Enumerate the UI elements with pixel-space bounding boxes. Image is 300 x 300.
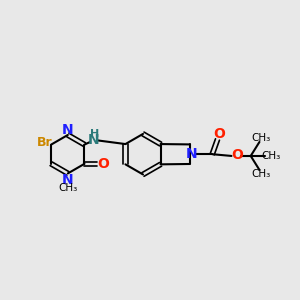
Text: O: O: [213, 127, 225, 141]
Text: H: H: [90, 129, 100, 139]
Text: N: N: [185, 147, 197, 161]
Text: Br: Br: [37, 136, 53, 149]
Text: O: O: [231, 148, 243, 162]
Text: CH₃: CH₃: [58, 183, 77, 193]
Text: N: N: [62, 173, 74, 187]
Text: CH₃: CH₃: [252, 133, 271, 143]
Text: CH₃: CH₃: [252, 169, 271, 179]
Text: O: O: [97, 157, 109, 171]
Text: N: N: [62, 123, 74, 137]
Text: CH₃: CH₃: [261, 151, 280, 161]
Text: N: N: [87, 134, 99, 147]
